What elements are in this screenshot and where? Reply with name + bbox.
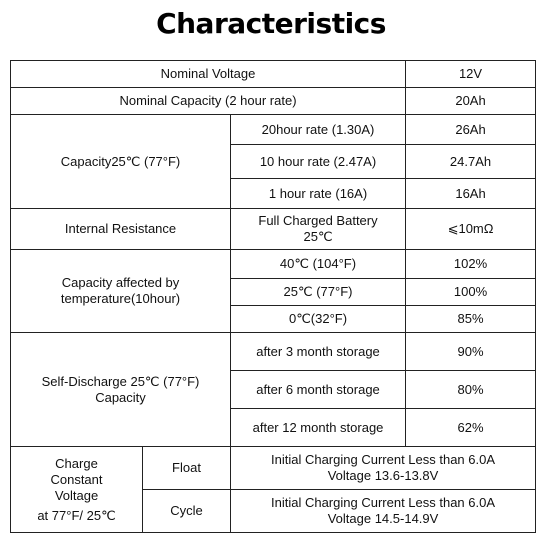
charge-spec-cell: Initial Charging Current Less than 6.0A …: [229, 446, 537, 490]
value-cell: 16Ah: [405, 178, 537, 209]
condition-cell: after 6 month storage: [229, 370, 407, 409]
spec-line: Voltage 14.5-14.9V: [327, 511, 439, 526]
condition-cell: 1 hour rate (16A): [229, 178, 407, 209]
label-line: Self-Discharge 25℃ (77°F): [41, 373, 200, 389]
label-line: at 77°F/ 25℃: [37, 507, 116, 523]
condition-line: Full Charged Battery: [258, 213, 378, 228]
label-line: Capacity: [95, 389, 146, 405]
table-row: Cycle Initial Charging Current Less than…: [11, 489, 537, 533]
table-row: Capacity25℃ (77°F) 20hour rate (1.30A) 2…: [10, 114, 537, 209]
nominal-voltage-value: 12V: [405, 60, 537, 88]
condition-cell: 10 hour rate (2.47A): [229, 144, 407, 179]
condition-cell: after 3 month storage: [229, 332, 407, 371]
table-row: Capacity affected by temperature(10hour)…: [10, 249, 537, 333]
label-line: Voltage: [54, 487, 99, 503]
charge-spec-cell: Initial Charging Current Less than 6.0A …: [229, 489, 537, 533]
table-row: after 12 month storage 62%: [11, 408, 537, 447]
spec-line: Voltage 13.6-13.8V: [327, 468, 439, 483]
capacity-25c-label: Capacity25℃ (77°F): [10, 114, 231, 209]
value-cell: 80%: [405, 370, 537, 409]
value-cell: 90%: [405, 332, 537, 371]
nominal-voltage-label: Nominal Voltage: [9, 60, 407, 88]
characteristics-table: Nominal Voltage 12V Nominal Capacity (2 …: [9, 60, 537, 533]
value-cell: 100%: [405, 278, 537, 306]
label-line: Capacity affected by: [61, 275, 180, 290]
label-line: temperature(10hour): [60, 291, 181, 306]
condition-cell: 20hour rate (1.30A): [229, 114, 407, 145]
condition-line: 25℃: [303, 229, 333, 244]
label-line: Constant: [50, 471, 103, 487]
charge-voltage-label: Charge Constant Voltage at 77°F/ 25℃: [10, 446, 143, 533]
spec-line: Initial Charging Current Less than 6.0A: [271, 452, 496, 467]
table-row: 0℃(32°F) 85%: [11, 305, 537, 333]
internal-resistance-condition: Full Charged Battery 25℃: [229, 208, 407, 250]
table-row: Nominal Capacity (2 hour rate) 20Ah: [9, 87, 537, 115]
value-cell: 102%: [405, 249, 537, 279]
charge-mode-cycle: Cycle: [142, 489, 231, 533]
condition-cell: 40℃ (104°F): [229, 249, 407, 279]
label-line: Charge: [55, 455, 98, 471]
condition-cell: 0℃(32°F): [229, 305, 407, 333]
nominal-capacity-value: 20Ah: [405, 87, 537, 115]
table-row: after 6 month storage 80%: [11, 370, 537, 409]
charge-mode-float: Float: [142, 446, 231, 490]
table-row: Self-Discharge 25℃ (77°F) Capacity after…: [10, 332, 537, 447]
capacity-temperature-label: Capacity affected by temperature(10hour): [10, 249, 231, 333]
table-row: 1 hour rate (16A) 16Ah: [11, 178, 537, 209]
nominal-capacity-label: Nominal Capacity (2 hour rate): [9, 87, 407, 115]
table-row: 10 hour rate (2.47A) 24.7Ah: [11, 144, 537, 179]
spec-line: Initial Charging Current Less than 6.0A: [271, 495, 496, 510]
self-discharge-label: Self-Discharge 25℃ (77°F) Capacity: [10, 332, 231, 447]
page-title: Characteristics: [156, 7, 386, 40]
value-cell: 85%: [405, 305, 537, 333]
table-row: 25℃ (77°F) 100%: [11, 278, 537, 306]
value-cell: 26Ah: [405, 114, 537, 145]
internal-resistance-value: ⩽10mΩ: [405, 208, 537, 250]
value-cell: 24.7Ah: [405, 144, 537, 179]
condition-cell: after 12 month storage: [229, 408, 407, 447]
table-row: Charge Constant Voltage at 77°F/ 25℃ Flo…: [10, 446, 537, 533]
condition-cell: 25℃ (77°F): [229, 278, 407, 306]
table-row: Internal Resistance Full Charged Battery…: [10, 208, 537, 250]
internal-resistance-label: Internal Resistance: [10, 208, 231, 250]
table-row: Nominal Voltage 12V: [9, 60, 537, 88]
value-cell: 62%: [405, 408, 537, 447]
